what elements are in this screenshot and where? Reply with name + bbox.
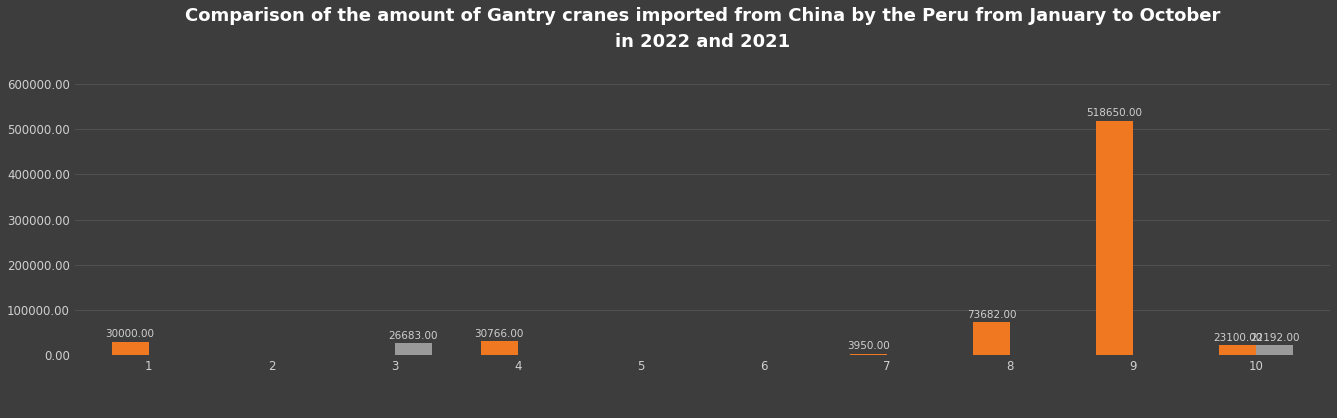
Text: 73682.00: 73682.00 <box>967 310 1016 320</box>
Text: 23100.00: 23100.00 <box>1213 333 1262 343</box>
Bar <box>481 342 517 355</box>
Text: 30000.00: 30000.00 <box>106 329 155 339</box>
Text: 30766.00: 30766.00 <box>475 329 524 339</box>
Bar <box>1257 345 1293 355</box>
Legend: 2021年, 2022年: 2021年, 2022年 <box>634 414 771 418</box>
Text: 22192.00: 22192.00 <box>1250 333 1300 343</box>
Bar <box>973 322 1009 355</box>
Bar <box>394 343 432 355</box>
Title: Comparison of the amount of Gantry cranes imported from China by the Peru from J: Comparison of the amount of Gantry crane… <box>185 7 1221 51</box>
Bar <box>850 354 886 355</box>
Text: 518650.00: 518650.00 <box>1087 108 1143 118</box>
Bar <box>1219 345 1257 355</box>
Text: 3950.00: 3950.00 <box>848 341 890 351</box>
Bar <box>1096 121 1134 355</box>
Text: 26683.00: 26683.00 <box>388 331 439 341</box>
Bar <box>111 342 148 355</box>
